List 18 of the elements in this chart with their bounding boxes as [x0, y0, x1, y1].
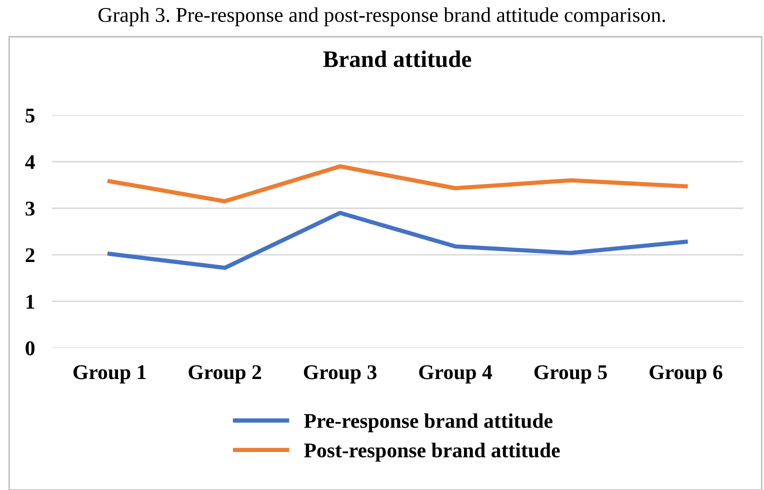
- x-tick-label: Group 3: [304, 365, 376, 384]
- y-tick-label: 2: [26, 248, 34, 262]
- x-tick-label: Group 1: [73, 365, 146, 384]
- x-tick-label: Group 4: [419, 365, 492, 384]
- y-tick-label: 4: [25, 155, 35, 169]
- chart-title: Brand attitude: [323, 50, 472, 68]
- legend-label: Post-response brand attitude: [304, 442, 560, 462]
- line-series: [107, 164, 688, 204]
- y-tick-label: 1: [26, 294, 34, 309]
- y-tick-label: 0: [26, 341, 34, 356]
- legend-label: Pre-response brand attitude: [304, 413, 552, 432]
- caption: Graph 3. Pre-response and post-response brand attitude comparison.: [98, 7, 665, 26]
- x-tick-label: Group 6: [650, 365, 722, 384]
- x-tick-label: Group 2: [188, 365, 262, 384]
- line-series: [107, 210, 688, 270]
- y-tick-label: 3: [26, 202, 35, 216]
- x-tick-label: Group 5: [534, 365, 607, 384]
- y-tick-label: 5: [26, 108, 35, 123]
